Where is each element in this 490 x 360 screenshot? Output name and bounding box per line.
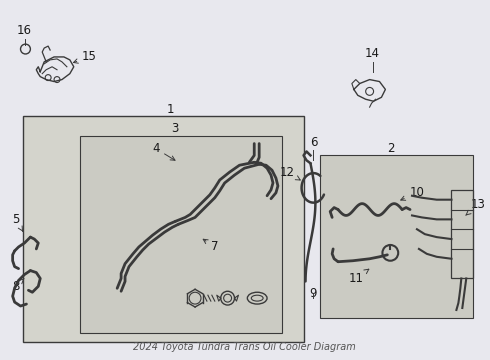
Text: 11: 11 [348, 269, 369, 285]
Text: 7: 7 [203, 239, 219, 253]
Bar [23, 116, 303, 342]
Text: 12: 12 [279, 166, 300, 180]
Bar [451, 190, 473, 278]
Text: 2: 2 [388, 142, 395, 155]
Text: 1: 1 [167, 103, 174, 116]
Text: 15: 15 [74, 50, 97, 63]
Bar [320, 156, 473, 318]
Text: 8: 8 [12, 279, 24, 293]
Text: 6: 6 [310, 136, 317, 149]
Bar [80, 136, 282, 333]
Text: 14: 14 [365, 48, 380, 60]
Text: 16: 16 [17, 24, 32, 37]
Text: 3: 3 [172, 122, 179, 135]
Text: 10: 10 [401, 186, 424, 200]
Text: 13: 13 [466, 198, 486, 215]
Text: 9: 9 [310, 287, 317, 300]
Text: 2024 Toyota Tundra Trans Oil Cooler Diagram: 2024 Toyota Tundra Trans Oil Cooler Diag… [133, 342, 356, 352]
Text: 5: 5 [12, 213, 23, 231]
Text: 4: 4 [152, 142, 175, 160]
